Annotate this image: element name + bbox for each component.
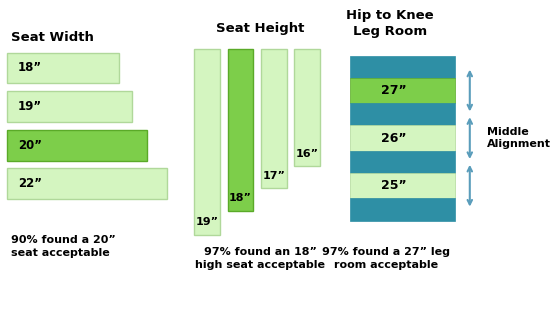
- Text: Middle
Alignment: Middle Alignment: [486, 127, 551, 149]
- Text: 22”: 22”: [18, 177, 42, 190]
- Text: 97% found a 27” leg
room acceptable: 97% found a 27” leg room acceptable: [321, 247, 450, 270]
- FancyBboxPatch shape: [350, 151, 455, 173]
- Text: 18”: 18”: [229, 193, 252, 203]
- Text: 26”: 26”: [381, 132, 407, 145]
- Text: Seat Width: Seat Width: [11, 31, 94, 44]
- FancyBboxPatch shape: [350, 198, 455, 221]
- FancyBboxPatch shape: [7, 168, 167, 199]
- FancyBboxPatch shape: [7, 130, 147, 161]
- FancyBboxPatch shape: [261, 49, 286, 188]
- Text: 19”: 19”: [18, 100, 42, 113]
- Text: 16”: 16”: [295, 149, 319, 159]
- FancyBboxPatch shape: [7, 53, 119, 83]
- FancyBboxPatch shape: [350, 56, 455, 78]
- Text: Seat Height: Seat Height: [216, 22, 305, 35]
- Text: 19”: 19”: [196, 217, 219, 227]
- Text: 90% found a 20”
seat acceptable: 90% found a 20” seat acceptable: [11, 235, 115, 258]
- FancyBboxPatch shape: [350, 103, 455, 125]
- FancyBboxPatch shape: [350, 78, 455, 103]
- Text: 17”: 17”: [262, 171, 285, 181]
- FancyBboxPatch shape: [294, 49, 320, 166]
- FancyBboxPatch shape: [350, 125, 455, 151]
- Text: Hip to Knee
Leg Room: Hip to Knee Leg Room: [346, 9, 434, 38]
- FancyBboxPatch shape: [350, 173, 455, 198]
- FancyBboxPatch shape: [7, 91, 131, 122]
- Text: 25”: 25”: [381, 179, 407, 192]
- FancyBboxPatch shape: [228, 49, 253, 211]
- Text: 20”: 20”: [18, 139, 42, 152]
- Text: 27”: 27”: [381, 84, 407, 97]
- Text: 18”: 18”: [18, 61, 42, 74]
- Text: 97% found an 18”
high seat acceptable: 97% found an 18” high seat acceptable: [196, 247, 325, 270]
- FancyBboxPatch shape: [194, 49, 220, 235]
